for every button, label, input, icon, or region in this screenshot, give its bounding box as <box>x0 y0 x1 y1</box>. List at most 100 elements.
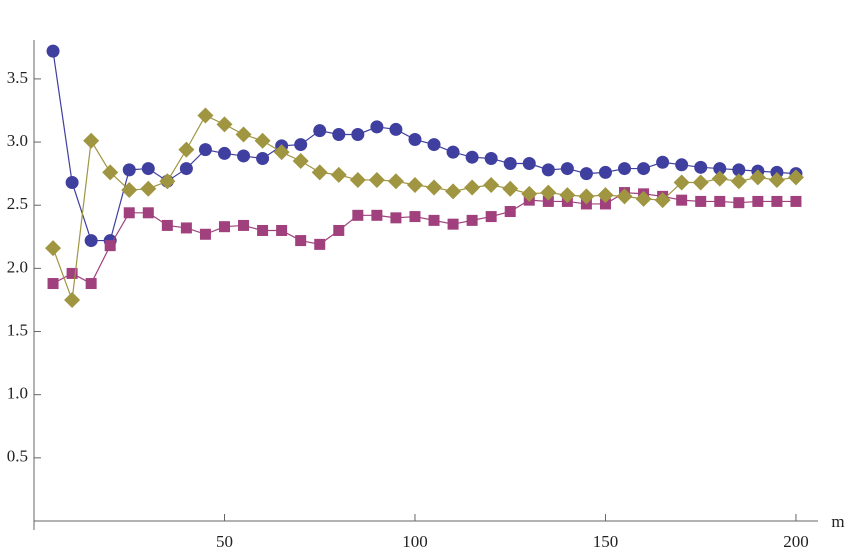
point <box>578 188 595 205</box>
point <box>597 187 614 204</box>
point <box>579 167 593 181</box>
point <box>66 267 78 279</box>
point <box>790 195 802 207</box>
point <box>484 151 498 165</box>
point <box>464 179 481 196</box>
y-tick-label: 3.5 <box>7 68 28 87</box>
point <box>65 175 79 189</box>
point <box>123 207 135 219</box>
point <box>732 163 746 177</box>
point <box>313 124 327 138</box>
point <box>122 163 136 177</box>
point <box>752 195 764 207</box>
point <box>635 190 652 207</box>
point <box>692 174 709 191</box>
point <box>178 141 195 158</box>
point <box>159 173 176 190</box>
point <box>140 180 157 197</box>
x-axis-label: m <box>831 512 844 531</box>
point <box>389 122 403 136</box>
point <box>256 151 270 165</box>
point <box>292 153 309 169</box>
point <box>142 207 154 219</box>
point <box>216 116 233 133</box>
point <box>390 212 402 224</box>
point <box>370 120 384 134</box>
point <box>311 164 328 181</box>
point <box>179 162 193 176</box>
point <box>409 211 421 223</box>
point <box>542 195 554 207</box>
point <box>694 160 708 174</box>
point <box>85 278 97 290</box>
point <box>104 240 116 252</box>
point <box>656 155 670 169</box>
point <box>695 195 707 207</box>
point <box>46 44 60 58</box>
point <box>180 222 192 234</box>
point <box>64 291 81 308</box>
point <box>84 234 98 248</box>
series-line <box>52 191 796 285</box>
point <box>427 138 441 152</box>
point <box>541 163 555 177</box>
point <box>654 192 671 209</box>
point <box>465 150 479 164</box>
point <box>314 238 326 250</box>
point <box>426 179 443 196</box>
point <box>713 162 727 176</box>
point <box>483 177 500 193</box>
point <box>141 162 155 176</box>
y-tick-label: 2.0 <box>7 257 28 276</box>
point <box>559 187 576 204</box>
point <box>198 143 212 157</box>
point <box>485 211 497 223</box>
point <box>502 180 519 197</box>
point <box>197 107 214 124</box>
y-tick-label: 1.5 <box>7 320 28 339</box>
point <box>637 162 651 176</box>
point <box>217 146 231 160</box>
y-tick-label: 0.5 <box>7 447 28 466</box>
point <box>673 174 690 191</box>
point <box>237 149 251 163</box>
point <box>521 185 538 202</box>
point <box>351 127 365 141</box>
point <box>352 209 364 221</box>
point <box>599 198 611 210</box>
point <box>368 171 385 188</box>
point <box>675 158 689 172</box>
point <box>349 171 366 188</box>
point <box>787 169 804 186</box>
point <box>711 170 728 187</box>
series-line <box>52 51 796 242</box>
point <box>121 182 138 199</box>
point <box>332 127 346 141</box>
point <box>83 132 100 149</box>
point <box>371 209 383 221</box>
point <box>199 228 211 240</box>
point <box>598 165 612 179</box>
point <box>295 235 307 247</box>
point <box>749 169 766 186</box>
point <box>273 144 290 161</box>
x-tick-label: 50 <box>216 532 233 551</box>
point <box>235 126 252 143</box>
point <box>504 206 516 218</box>
point <box>408 133 422 147</box>
point <box>45 240 62 257</box>
x-tick-label: 200 <box>783 532 809 551</box>
point <box>333 224 345 236</box>
point <box>406 177 423 193</box>
x-tick-label: 150 <box>593 532 619 551</box>
point <box>294 138 308 152</box>
point <box>387 173 404 190</box>
point <box>733 197 745 209</box>
point <box>447 218 459 230</box>
point <box>771 195 783 207</box>
point <box>257 224 269 236</box>
point <box>276 224 288 236</box>
point <box>445 183 462 200</box>
point <box>730 173 747 190</box>
point <box>618 162 632 176</box>
